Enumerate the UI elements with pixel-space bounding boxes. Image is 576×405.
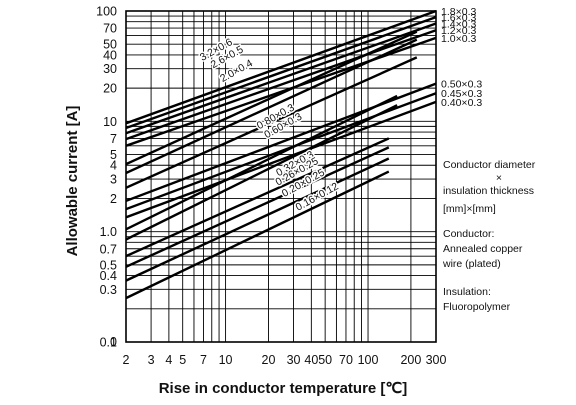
x-tick-label: 200 bbox=[400, 353, 421, 367]
x-tick-label: 20 bbox=[262, 353, 276, 367]
dimension-note-line3: [mm]×[mm] bbox=[443, 203, 496, 215]
insulation-note: Insulation: Fluoropolymer bbox=[443, 285, 510, 315]
y-tick-label: 1.0 bbox=[100, 225, 117, 239]
x-axis-label: Rise in conductor temperature [℃] bbox=[159, 380, 408, 397]
series-label: 0.50×0.3 bbox=[441, 79, 482, 91]
y-tick-label: 4 bbox=[110, 159, 117, 173]
x-tick-label: 100 bbox=[358, 353, 379, 367]
series-line bbox=[125, 146, 390, 268]
dimension-note-line1: Conductor diameter bbox=[443, 159, 536, 171]
conductor-note-line3: wire (plated) bbox=[443, 258, 501, 270]
y-tick-label: 0.7 bbox=[100, 242, 117, 256]
y-tick-label: 50 bbox=[103, 38, 117, 52]
y-tick-label: 2 bbox=[110, 192, 117, 206]
y-tick-label: 5 bbox=[110, 148, 117, 162]
series-line bbox=[125, 22, 437, 135]
x-tick-label: 50 bbox=[318, 353, 332, 367]
series-label: 1.0×0.3 bbox=[441, 33, 476, 45]
plot-frame bbox=[125, 10, 437, 343]
y-tick-label: 7 bbox=[110, 132, 117, 146]
series-line bbox=[125, 36, 437, 147]
series-line bbox=[125, 94, 398, 231]
series-line bbox=[125, 30, 418, 166]
dimension-note-line2: insulation thickness bbox=[443, 185, 535, 197]
series-label: 1.6×0.3 bbox=[441, 12, 476, 24]
x-tick-label: 70 bbox=[339, 353, 353, 367]
conductor-note-line1: Conductor: bbox=[443, 228, 495, 240]
series-lines bbox=[125, 9, 437, 300]
dimension-note-cross: × bbox=[495, 172, 503, 184]
y-tick-label: 30 bbox=[103, 62, 117, 76]
y-tick-label: 0 bbox=[110, 335, 117, 349]
series-line bbox=[125, 9, 437, 125]
series-line bbox=[125, 137, 390, 258]
dimension-note: Conductor diameter × insulation thicknes… bbox=[443, 158, 555, 217]
x-tick-label: 5 bbox=[179, 353, 186, 367]
tick-labels: 2 3 4 5 7 10 20 30 40 50 70 100 200 30010070504030201… bbox=[96, 5, 446, 368]
series-line bbox=[125, 104, 398, 241]
series-line bbox=[125, 100, 437, 219]
series-label: 1.8×0.3 bbox=[441, 6, 476, 18]
series-label: 0.45×0.3 bbox=[441, 88, 482, 100]
series-label: 1.2×0.3 bbox=[441, 25, 476, 37]
y-tick-label: 0.4 bbox=[100, 269, 117, 283]
insulation-note-line1: Insulation: bbox=[443, 286, 491, 298]
series-line bbox=[125, 157, 390, 282]
y-tick-label: 0.1 bbox=[100, 336, 117, 350]
series-line bbox=[125, 56, 418, 189]
y-tick-label: 0.5 bbox=[100, 258, 117, 272]
series-line bbox=[125, 15, 437, 130]
y-tick-label: 10 bbox=[103, 115, 117, 129]
series-line bbox=[125, 38, 418, 175]
series-right-labels: 1.8×0.31.6×0.31.4×0.31.2×0.31.0×0.3 0.50×… bbox=[441, 6, 482, 109]
y-tick-label: 40 bbox=[103, 48, 117, 62]
x-tick-label: 3 bbox=[148, 353, 155, 367]
series-line bbox=[125, 29, 437, 141]
x-tick-label: 10 bbox=[219, 353, 233, 367]
y-tick-label: 3 bbox=[110, 173, 117, 187]
series-line bbox=[125, 170, 390, 300]
series-label: 0.40×0.3 bbox=[441, 97, 482, 109]
plot-border bbox=[125, 10, 437, 343]
y-axis-label: Allowable current [A] bbox=[64, 106, 81, 257]
x-tick-label: 40 bbox=[304, 353, 318, 367]
series-label: 1.4×0.3 bbox=[441, 19, 476, 31]
y-tick-label: 100 bbox=[96, 5, 117, 19]
conductor-note: Conductor: Annealed copper wire (plated) bbox=[443, 227, 522, 272]
x-tick-label: 4 bbox=[165, 353, 172, 367]
y-tick-label: 70 bbox=[103, 22, 117, 36]
x-tick-label: 30 bbox=[287, 353, 301, 367]
insulation-note-line2: Fluoropolymer bbox=[443, 301, 511, 313]
x-tick-label: 300 bbox=[426, 353, 447, 367]
y-tick-label: 0.3 bbox=[100, 283, 117, 297]
conductor-note-line2: Annealed copper bbox=[443, 243, 523, 255]
y-tick-label: 20 bbox=[103, 82, 117, 96]
x-tick-label: 7 bbox=[200, 353, 207, 367]
x-tick-label: 2 bbox=[123, 353, 130, 367]
